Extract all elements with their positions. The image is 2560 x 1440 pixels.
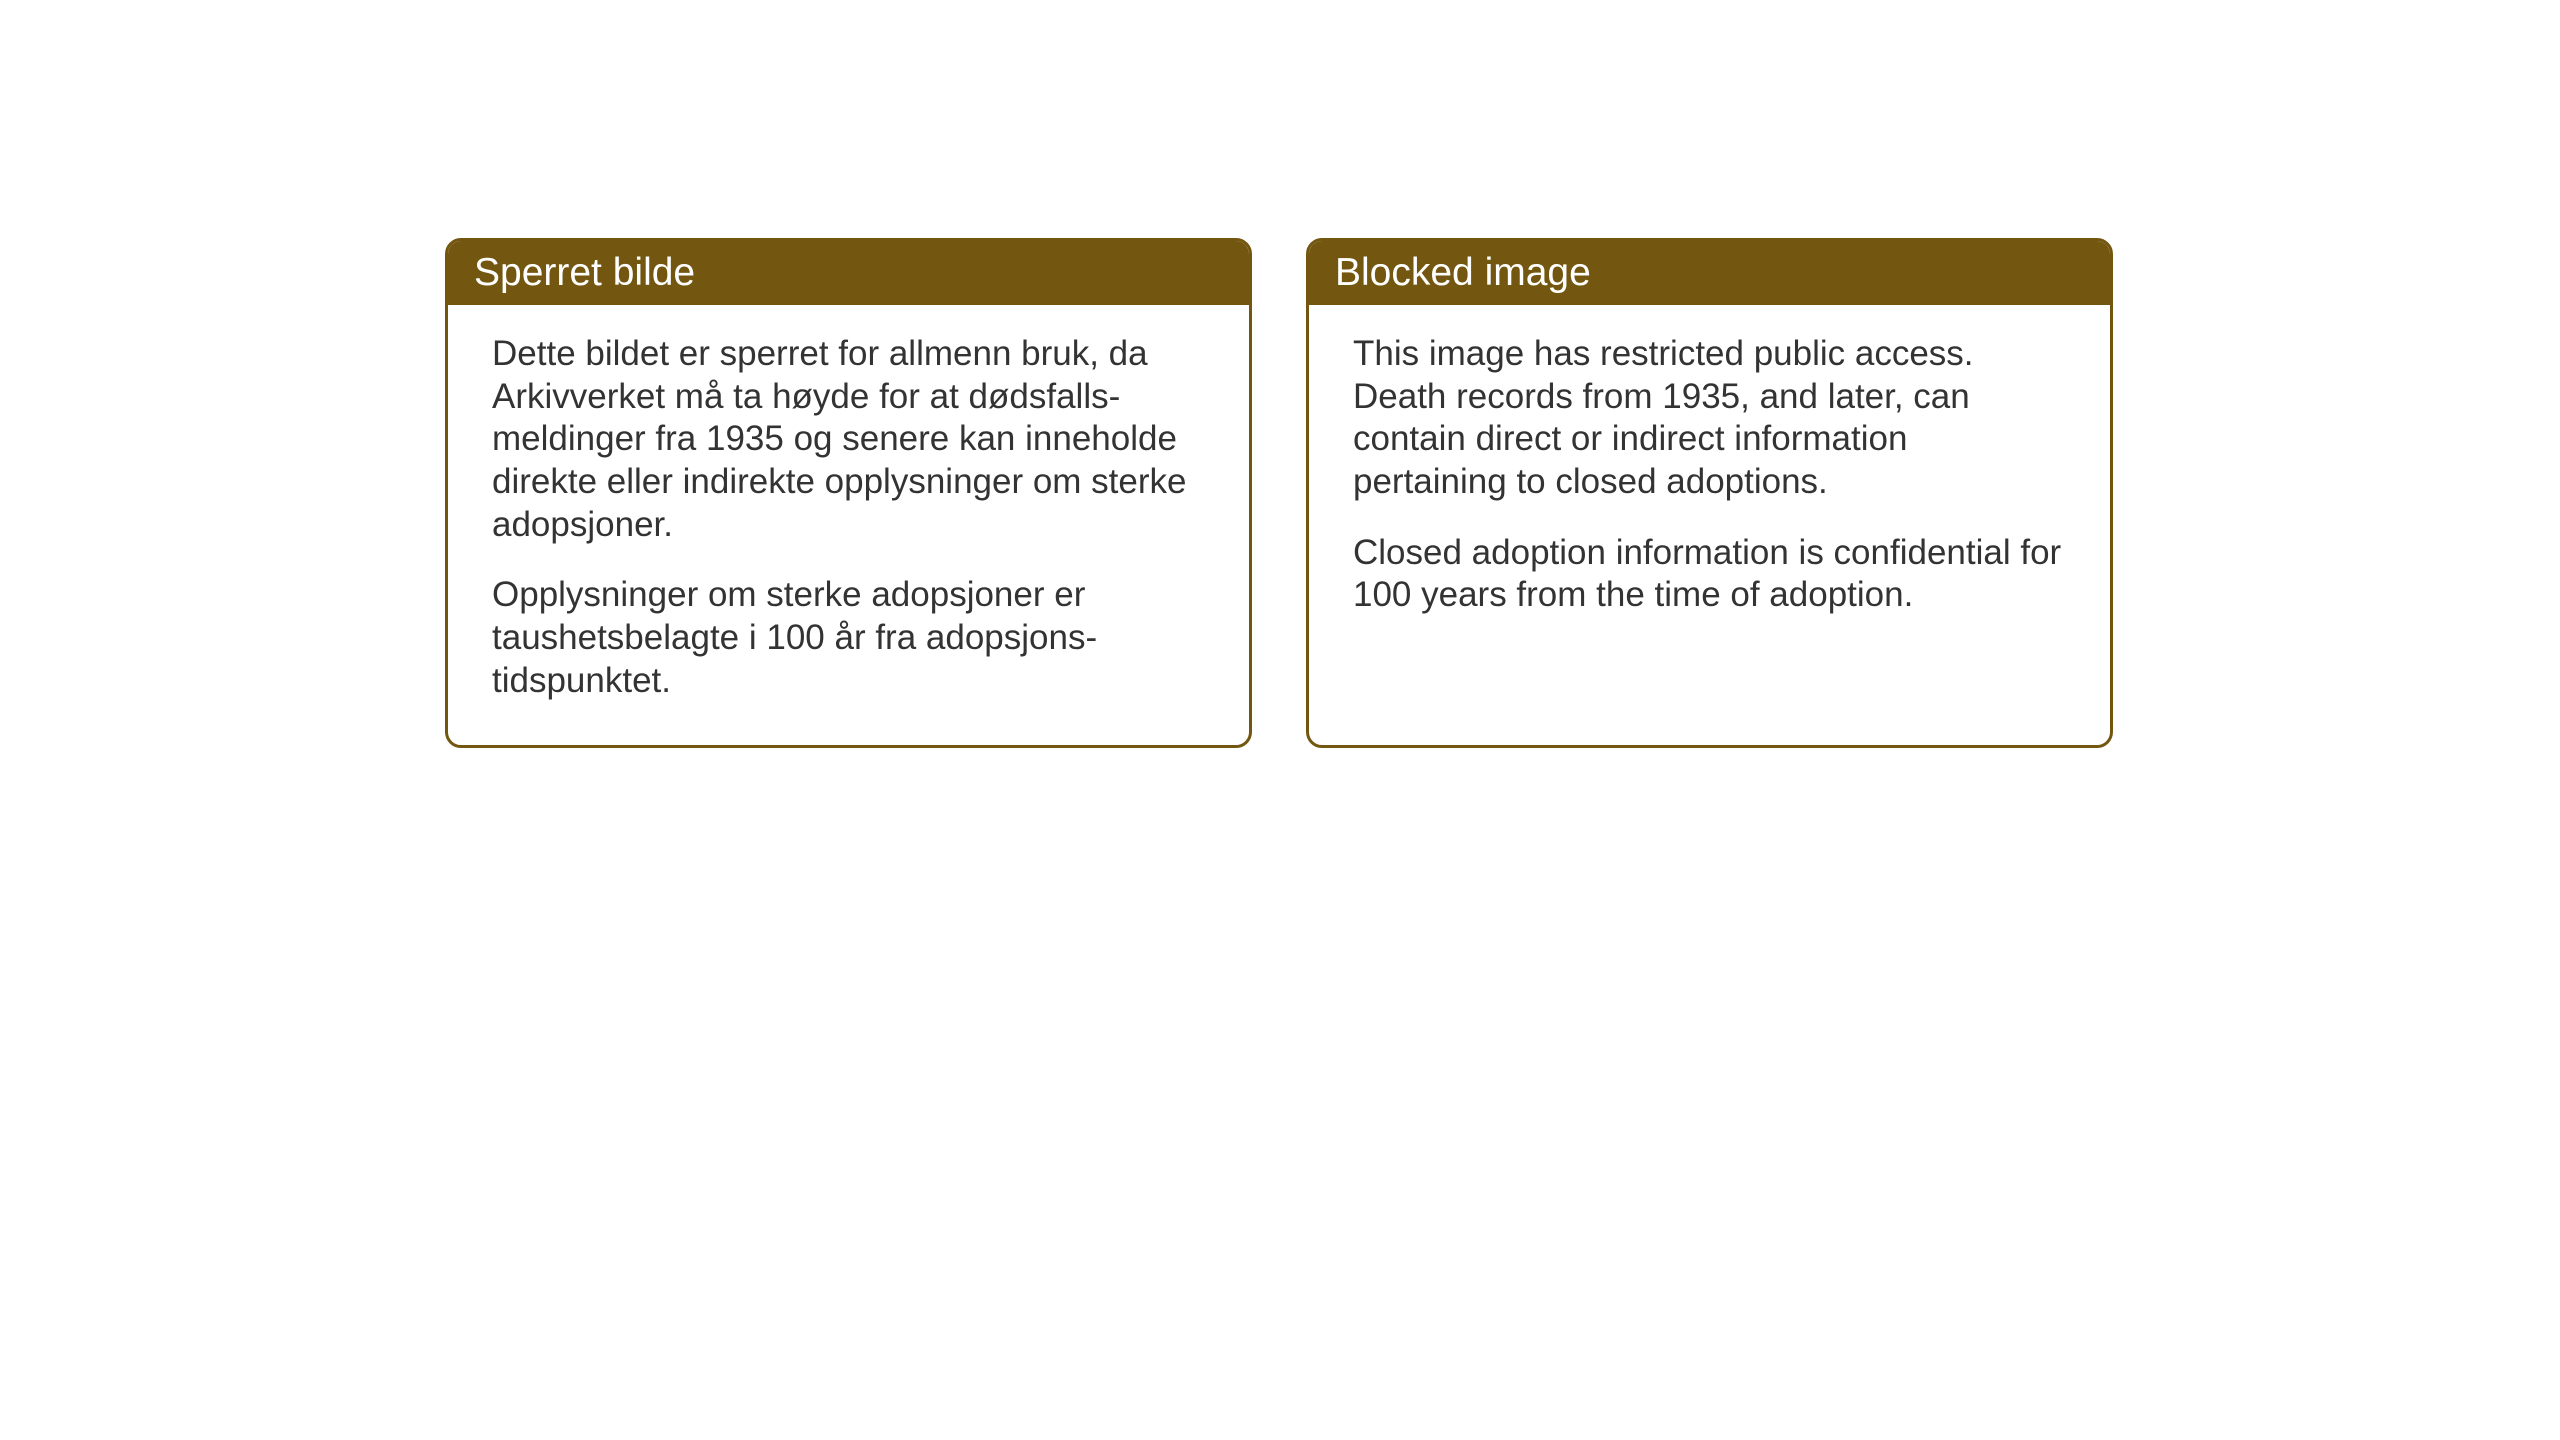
- card-norwegian: Sperret bilde Dette bildet er sperret fo…: [445, 238, 1252, 748]
- card-english-title: Blocked image: [1335, 251, 1591, 294]
- card-norwegian-paragraph-2: Opplysninger om sterke adopsjoner er tau…: [492, 574, 1205, 702]
- card-norwegian-body: Dette bildet er sperret for allmenn bruk…: [448, 305, 1249, 741]
- card-norwegian-title: Sperret bilde: [474, 251, 695, 294]
- card-english: Blocked image This image has restricted …: [1306, 238, 2113, 748]
- card-norwegian-paragraph-1: Dette bildet er sperret for allmenn bruk…: [492, 333, 1205, 546]
- card-english-header: Blocked image: [1309, 241, 2110, 305]
- card-english-body: This image has restricted public access.…: [1309, 305, 2110, 655]
- cards-container: Sperret bilde Dette bildet er sperret fo…: [445, 238, 2113, 748]
- card-norwegian-header: Sperret bilde: [448, 241, 1249, 305]
- card-english-paragraph-2: Closed adoption information is confident…: [1353, 532, 2066, 617]
- card-english-paragraph-1: This image has restricted public access.…: [1353, 333, 2066, 504]
